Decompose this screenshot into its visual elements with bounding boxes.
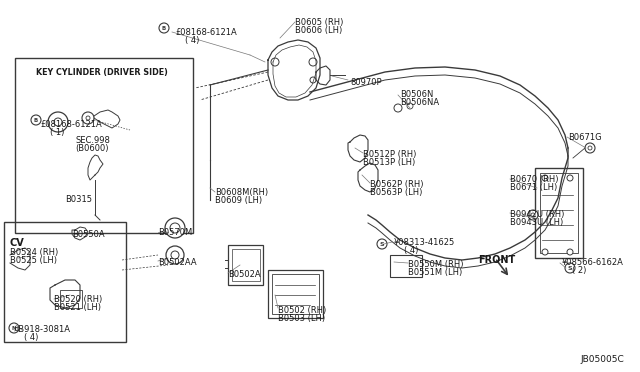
Text: B0608M(RH): B0608M(RH) [215,188,268,197]
Text: ( 2): ( 2) [572,266,586,275]
Text: ¥08313-41625: ¥08313-41625 [394,238,455,247]
Bar [4,222,126,342]
Text: SEC.998: SEC.998 [75,136,110,145]
Bar [390,255,422,277]
Text: B0609 (LH): B0609 (LH) [215,196,262,205]
Circle shape [31,115,41,125]
Circle shape [271,58,279,66]
Bar [60,290,82,308]
Bar [232,249,260,281]
Bar [540,173,578,253]
Circle shape [377,239,387,249]
Text: B0671 (LH): B0671 (LH) [510,183,557,192]
Text: ( 4): ( 4) [185,36,200,45]
Circle shape [9,323,19,333]
Circle shape [407,103,413,109]
Circle shape [542,249,548,255]
Circle shape [82,112,94,124]
Text: B0670 (RH): B0670 (RH) [510,175,559,184]
Circle shape [310,77,316,83]
Text: B0942U (RH): B0942U (RH) [510,210,564,219]
Circle shape [567,249,573,255]
Text: £08168-6121A: £08168-6121A [175,28,237,37]
Circle shape [588,146,592,150]
Text: B0562P (RH): B0562P (RH) [370,180,424,189]
Text: FRONT: FRONT [478,255,515,265]
Circle shape [531,213,535,217]
Text: (B0600): (B0600) [75,144,109,153]
Text: B0502 (RH): B0502 (RH) [278,306,326,315]
Text: B: B [34,118,38,122]
Text: B0512P (RH): B0512P (RH) [363,150,417,159]
Circle shape [166,246,184,264]
Text: ( 4): ( 4) [404,246,419,255]
Text: S: S [380,241,384,247]
Text: ¥08566-6162A: ¥08566-6162A [562,258,624,267]
Text: B0525 (LH): B0525 (LH) [10,256,57,265]
Bar [228,245,263,285]
Text: B0551M (LH): B0551M (LH) [408,268,462,277]
Circle shape [585,143,595,153]
Text: 80970P: 80970P [350,78,381,87]
Circle shape [565,263,575,273]
Text: B0506NA: B0506NA [400,98,439,107]
Circle shape [54,118,62,126]
Text: B0550A: B0550A [72,230,104,239]
Bar [272,274,319,314]
Circle shape [171,251,179,259]
Text: B0506N: B0506N [400,90,433,99]
Text: B0550M (RH): B0550M (RH) [408,260,463,269]
Text: B0605 (RH): B0605 (RH) [295,18,344,27]
Circle shape [528,210,538,220]
Circle shape [165,218,185,238]
Text: ( 1): ( 1) [50,128,65,137]
Text: B0502AA: B0502AA [158,258,196,267]
Text: B0521 (LH): B0521 (LH) [54,303,101,312]
Text: B0502A: B0502A [228,270,260,279]
Text: JB05005C: JB05005C [580,355,624,364]
Text: B0513P (LH): B0513P (LH) [363,158,415,167]
Text: ¤B918-3081A: ¤B918-3081A [14,325,71,334]
Text: N: N [12,326,16,330]
Text: B0570M: B0570M [158,228,192,237]
Text: KEY CYLINDER (DRIVER SIDE): KEY CYLINDER (DRIVER SIDE) [36,68,168,77]
Text: B0606 (LH): B0606 (LH) [295,26,342,35]
Text: ( 4): ( 4) [24,333,38,342]
Text: B0315: B0315 [65,195,92,204]
Circle shape [309,58,317,66]
Text: B0503 (LH): B0503 (LH) [278,314,325,323]
Bar [535,168,583,258]
Text: S: S [568,266,572,270]
Circle shape [86,116,90,120]
Circle shape [542,175,548,181]
Bar [15,58,193,233]
Bar [268,270,323,318]
Circle shape [159,23,169,33]
Text: B0563P (LH): B0563P (LH) [370,188,422,197]
Text: B0671G: B0671G [568,133,602,142]
Text: CV: CV [10,238,25,248]
Text: B0520 (RH): B0520 (RH) [54,295,102,304]
Text: £08168-6121A: £08168-6121A [40,120,102,129]
Text: B0943U (LH): B0943U (LH) [510,218,563,227]
Circle shape [394,104,402,112]
Circle shape [567,175,573,181]
Circle shape [48,112,68,132]
Text: B0524 (RH): B0524 (RH) [10,248,58,257]
Circle shape [170,223,180,233]
Text: B: B [162,26,166,31]
